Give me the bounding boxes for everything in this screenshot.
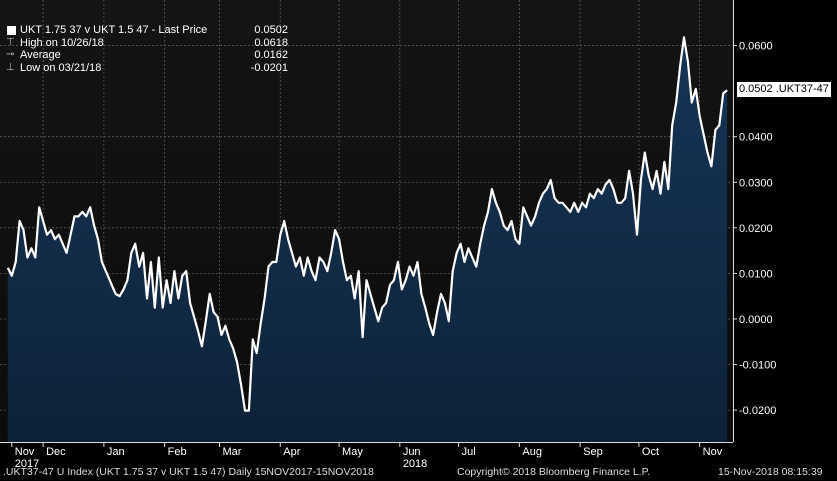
series-swatch-icon (7, 26, 16, 35)
x-tick-label-1: Dec (46, 446, 66, 458)
footer-copyright: Copyright© 2018 Bloomberg Finance L.P. (457, 466, 650, 481)
x-tick-label-10: Sep (583, 446, 603, 458)
y-tick-label-0: 0.0600 (739, 41, 773, 53)
legend-low-value: -0.0201 (251, 62, 288, 75)
x-tick-label-11: Oct (642, 446, 659, 458)
y-tick-label-1: 0.0400 (739, 132, 773, 144)
x-tick-label-5: Apr (283, 446, 300, 458)
y-tick-label-3: 0.0200 (739, 223, 773, 235)
x-year-label-7: 2018 (403, 458, 427, 470)
legend-average-row: ⊸ Average 0.0162 (4, 49, 288, 62)
legend-last-value: 0.0502 (254, 24, 288, 37)
y-axis-ticks: 0.0600 0.0400 0.0300 0.0200 0.0100 0.0000 -0.0… (733, 41, 776, 418)
x-tick-label-6: May (342, 446, 363, 458)
x-tick-label-12: Nov (703, 446, 723, 458)
legend-average-value: 0.0162 (254, 49, 288, 62)
y-tick-label-2: 0.0300 (739, 177, 773, 189)
x-tick-label-3: Feb (168, 446, 187, 458)
y-tick-label-6: -0.0100 (739, 360, 776, 372)
legend-high-value: 0.0618 (254, 37, 288, 50)
legend-low-label: Low on 03/21/18 (20, 62, 101, 75)
low-marker-icon: ⊥ (6, 62, 18, 75)
x-tick-label-2: Jan (107, 446, 125, 458)
x-tick-label-0: Nov (15, 446, 35, 458)
legend-average-label: Average (20, 49, 61, 62)
high-marker-icon: ⊤ (6, 37, 18, 50)
legend-high-row: ⊤ High on 10/26/18 0.0618 (4, 37, 288, 50)
legend-series-row: UKT 1.75 37 v UKT 1.5 47 - Last Price 0.… (4, 24, 288, 37)
average-marker-icon: ⊸ (6, 49, 18, 62)
x-tick-label-9: Aug (522, 446, 542, 458)
y-tick-label-4: 0.0100 (739, 268, 773, 280)
footer-timestamp: 15-Nov-2018 08:15:39 (718, 466, 823, 481)
x-tick-label-7: Jun (403, 446, 421, 458)
footer-ticker-info: .UKT37-47 U Index (UKT 1.75 37 v UKT 1.5… (3, 466, 374, 481)
y-tick-label-7: -0.0200 (739, 405, 776, 417)
x-tick-label-4: Mar (223, 446, 242, 458)
x-tick-label-8: Jul (462, 446, 476, 458)
y-tick-label-5: 0.0000 (739, 314, 773, 326)
last-price-callout: 0.0502 .UKT37-47 (737, 82, 831, 97)
legend-box: UKT 1.75 37 v UKT 1.5 47 - Last Price 0.… (4, 24, 288, 74)
legend-series-label: UKT 1.75 37 v UKT 1.5 47 - Last Price (20, 24, 207, 37)
legend-low-row: ⊥ Low on 03/21/18 -0.0201 (4, 62, 288, 75)
legend-high-label: High on 10/26/18 (20, 37, 104, 50)
